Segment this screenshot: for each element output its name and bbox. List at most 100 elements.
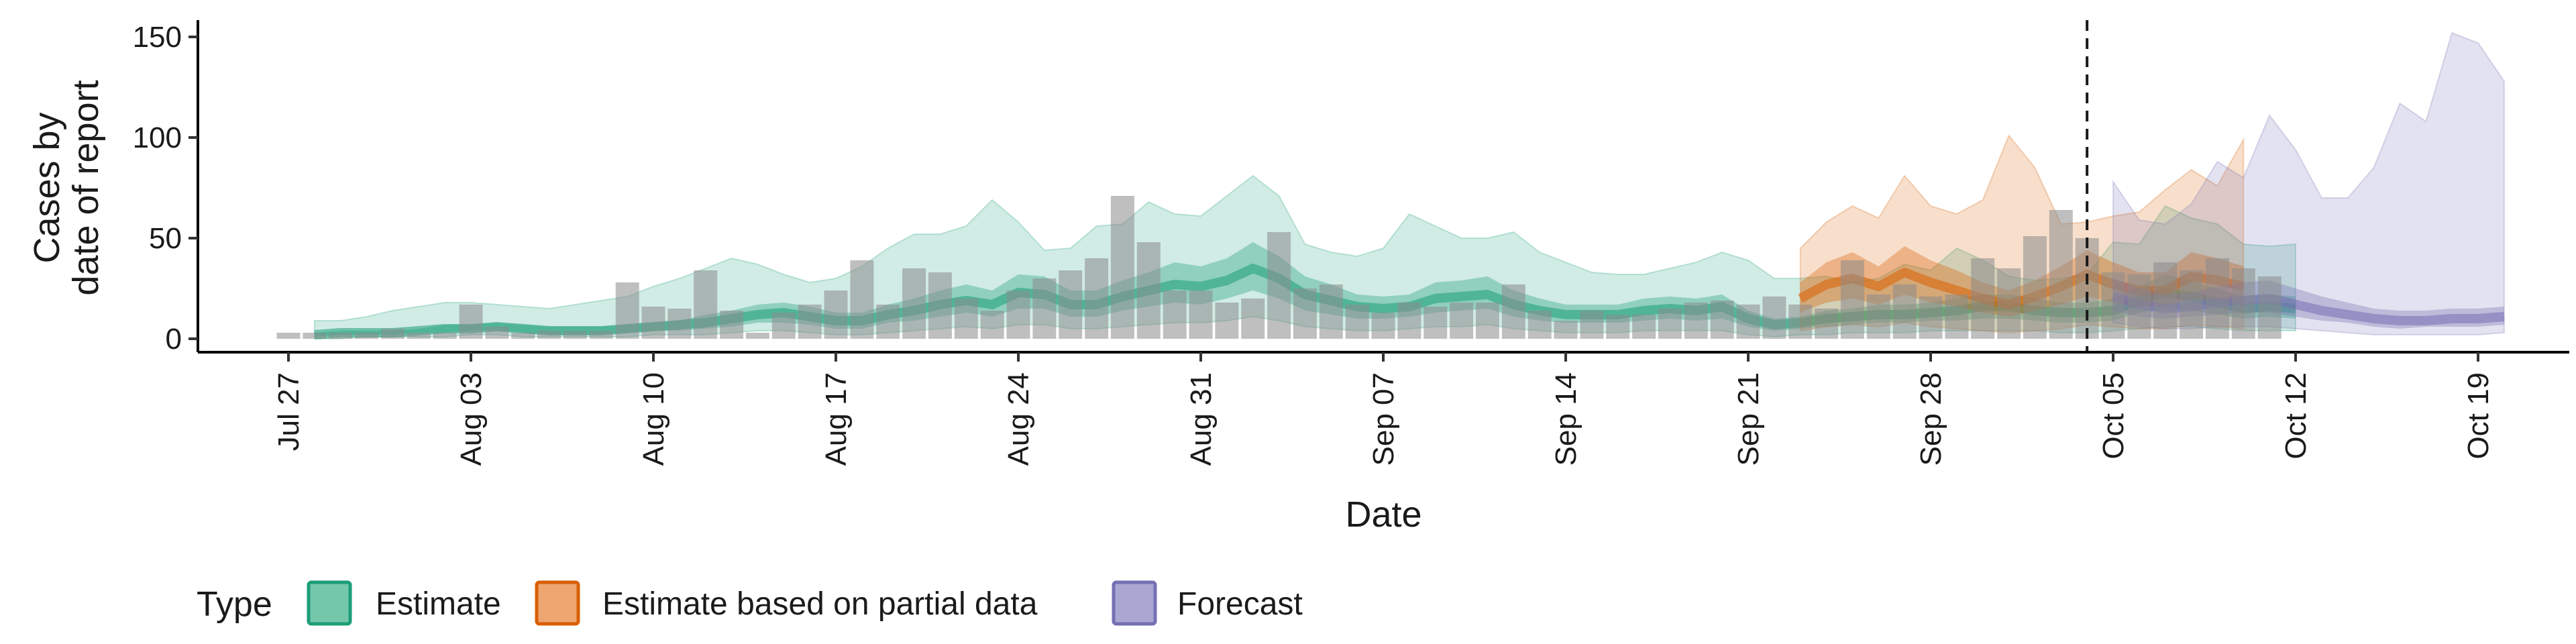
observed-bar [1580,311,1604,339]
observed-bar [850,260,874,339]
observed-bar [1736,305,1760,339]
observed-bar [1163,290,1187,339]
observed-bar [980,311,1004,339]
observed-bar [589,331,613,339]
observed-bar [1892,284,1917,339]
observed-bar [1267,232,1291,339]
observed-bar [615,282,639,339]
x-tick-label: Oct 12 [2279,372,2312,460]
x-tick-label: Aug 24 [1002,372,1035,466]
observed-bar [902,268,926,339]
observed-bar [1450,303,1474,339]
observed-bar [1059,270,1083,339]
observed-bar [1971,258,1995,339]
legend-title: Type [197,585,272,624]
observed-bar [1397,303,1421,339]
observed-bar [1945,294,1969,339]
observed-bar [1606,315,1630,339]
observed-bar [511,333,535,339]
y-axis-title-line: Cases by [27,112,67,263]
x-tick-label: Aug 03 [455,372,488,466]
observed-bar [276,333,301,339]
legend-key [307,580,352,626]
observed-bar [1788,305,1813,339]
observed-bar [1032,278,1057,339]
observed-bar [380,329,405,339]
x-tick-label: Sep 14 [1550,372,1582,466]
observed-bar [563,331,587,339]
observed-bar [537,331,561,339]
observed-bar [1840,260,1864,339]
observed-bar [771,313,796,339]
observed-bar [1554,321,1578,339]
bars-layer [276,196,2282,339]
x-tick-label: Oct 19 [2462,372,2495,460]
x-tick-label: Sep 07 [1367,372,1400,466]
legend-label: Estimate [376,586,501,622]
observed-bar [1136,242,1161,339]
observed-bar [667,309,692,339]
observed-bar [1110,196,1134,339]
x-tick-label: Oct 05 [2097,372,2130,460]
observed-bar [694,270,718,339]
observed-bar [1085,258,1109,339]
legend: Type Estimate Estimate based on partial da… [197,580,1303,626]
observed-bar [1632,315,1656,339]
observed-bar [2180,270,2204,339]
observed-bar [2205,258,2229,339]
observed-bar [1501,284,1525,339]
observed-bar [1762,297,1786,339]
observed-bar [720,311,744,339]
observed-bar [824,290,848,339]
observed-bar [1293,288,1317,339]
observed-bar [2153,262,2178,339]
legend-key [1112,580,1157,626]
observed-bar [2101,272,2125,339]
observed-bar [1345,305,1369,339]
observed-bar [2023,236,2047,339]
x-tick-label: Aug 31 [1185,372,1218,466]
legend-label: Forecast [1177,586,1303,622]
observed-bar [1527,311,1552,339]
observed-bar [1684,303,1708,339]
observed-bar [641,307,665,339]
observed-bar [2257,276,2282,339]
y-tick-label: 0 [166,323,182,356]
observed-bar [1006,290,1030,339]
y-axis-title-line: date of report [66,80,106,295]
x-axis-title: Date [1345,494,1421,535]
x-tick-label: Jul 27 [272,372,305,451]
y-tick-label: 100 [133,121,182,154]
observed-bar [954,299,978,339]
observed-bar [485,327,509,339]
forecast-median-line [2111,292,2505,325]
observed-bar [1710,301,1734,339]
x-tick-label: Sep 28 [1915,372,1947,466]
observed-bar [433,333,457,339]
observed-bar [1241,299,1265,339]
observed-bar [2231,268,2255,339]
observed-bar [745,333,769,339]
x-tick-label: Sep 21 [1732,372,1765,466]
x-tick-label: Aug 17 [820,372,853,466]
axes-layer: 0 50 100 150 Jul 27 Aug 03 Aug 10 Aug 17 Aug 24 A… [27,20,2569,535]
observed-bar [2075,238,2099,339]
legend-label: Estimate based on partial data [602,586,1038,622]
observed-bar [407,333,431,339]
observed-bar [1815,309,1839,339]
observed-bar [355,333,379,339]
observed-bar [1658,309,1682,339]
observed-bar [928,272,952,339]
observed-bar [1189,290,1213,339]
observed-bar [1997,268,2021,339]
observed-bar [1319,284,1343,339]
observed-bar [2049,210,2073,339]
observed-bar [1866,294,1890,339]
observed-bar [1371,313,1395,339]
observed-bar [2127,274,2151,339]
y-tick-label: 150 [133,21,182,54]
x-tick-label: Aug 10 [637,372,670,466]
observed-bar [459,305,483,339]
